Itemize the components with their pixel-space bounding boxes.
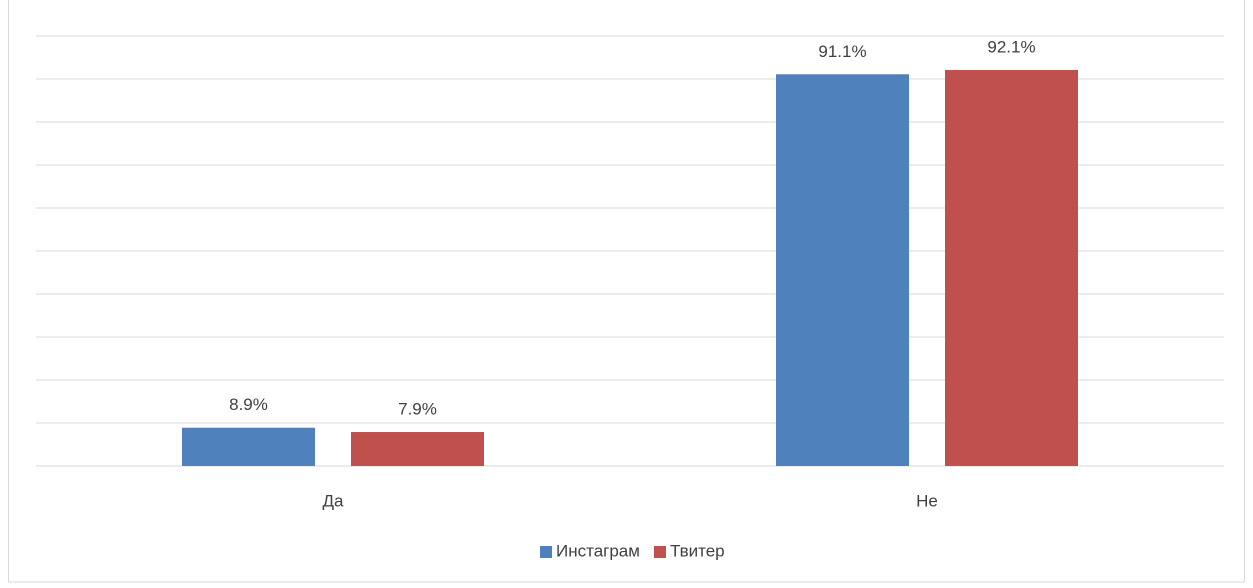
data-label: 92.1% <box>987 37 1035 56</box>
chart-frame <box>8 0 1245 583</box>
legend-swatch <box>653 546 666 558</box>
bar <box>945 69 1078 466</box>
x-tick-label: Да <box>323 491 345 510</box>
legend-swatch <box>540 546 552 558</box>
legend-label: Инстаграм <box>556 541 640 560</box>
data-label: 91.1% <box>818 42 866 61</box>
bar <box>776 74 909 467</box>
bar <box>351 432 484 466</box>
legend-label: Твитер <box>670 541 725 560</box>
x-tick-label: Не <box>916 491 938 510</box>
bar <box>182 427 315 466</box>
data-label: 7.9% <box>398 400 437 419</box>
data-label: 8.9% <box>229 395 268 414</box>
